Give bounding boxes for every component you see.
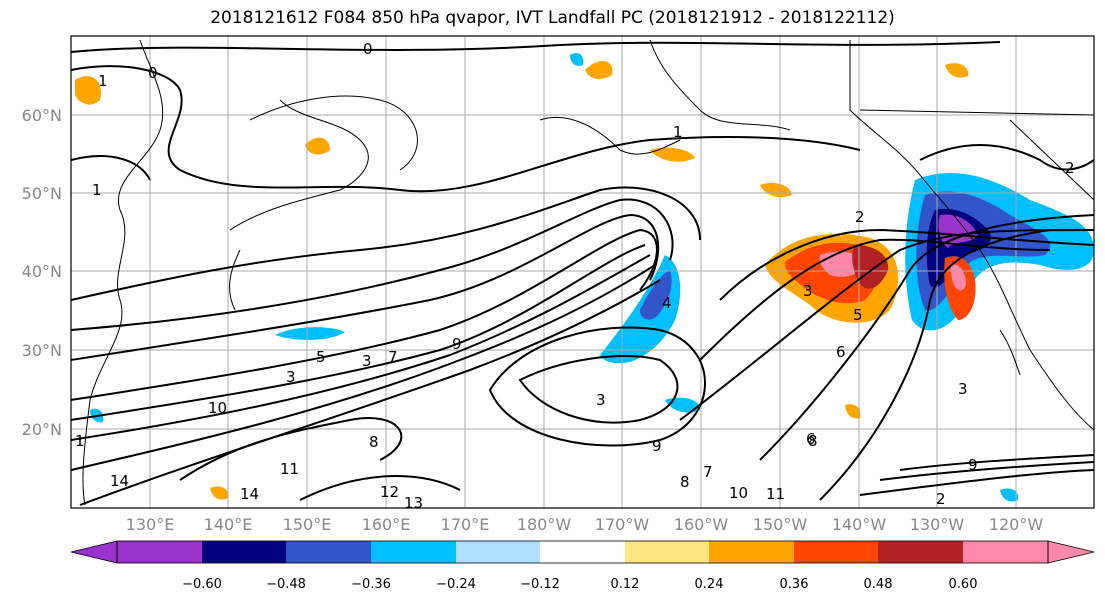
contour-label: 3 bbox=[596, 391, 606, 409]
contour-label: 10 bbox=[729, 484, 748, 502]
contour-labels: 0 0 1 1 1 2 2 3 3 3 3 5 5 6 7 8 8 8 9 9 … bbox=[75, 40, 1075, 512]
contour-label: 1 bbox=[98, 72, 108, 90]
colorbar-swatch bbox=[202, 541, 286, 563]
contour-label: 3 bbox=[286, 368, 296, 386]
lon-label: 150°E bbox=[283, 515, 332, 534]
map-frame bbox=[70, 35, 1095, 509]
colorbar-tick: −0.12 bbox=[520, 577, 560, 592]
lon-label: 130°E bbox=[126, 515, 175, 534]
colorbar-tick: 0.48 bbox=[864, 577, 893, 592]
colorbar-swatch bbox=[540, 541, 625, 563]
contour-label: 9 bbox=[452, 335, 462, 353]
colorbar-swatch bbox=[1047, 540, 1095, 564]
colorbar-ticks: −0.60 −0.48 −0.36 −0.24 −0.12 0.12 0.24 … bbox=[182, 577, 977, 592]
colorbar-swatch bbox=[456, 541, 540, 563]
contour-label: 5 bbox=[853, 306, 863, 324]
lat-label: 30°N bbox=[22, 341, 62, 360]
colorbar-tick: −0.24 bbox=[436, 577, 476, 592]
colorbar-swatch bbox=[709, 541, 794, 563]
lon-label: 180°W bbox=[517, 515, 572, 534]
colorbar-swatch bbox=[70, 540, 118, 564]
colorbar-swatch bbox=[794, 541, 878, 563]
colorbar-tick: −0.60 bbox=[182, 577, 222, 592]
contour-label: 9 bbox=[652, 437, 662, 455]
contour-label: 13 bbox=[404, 494, 423, 512]
colorbar-swatch bbox=[286, 541, 371, 563]
contour-label: 1 bbox=[673, 123, 683, 141]
lon-label: 140°E bbox=[204, 515, 253, 534]
contour-label: 3 bbox=[958, 380, 968, 398]
contour-label: 7 bbox=[703, 463, 713, 481]
contour-label: 1 bbox=[92, 181, 102, 199]
colorbar-tick: 0.12 bbox=[611, 577, 640, 592]
contour-label: 0 bbox=[363, 40, 373, 58]
colorbar-tick: 0.36 bbox=[780, 577, 809, 592]
colorbar-border bbox=[116, 540, 1049, 564]
contour-label: 3 bbox=[803, 282, 813, 300]
coastlines bbox=[82, 39, 1094, 506]
contour-label: 2 bbox=[855, 208, 865, 226]
contour-label: 14 bbox=[240, 485, 259, 503]
colorbar-swatch bbox=[371, 541, 456, 563]
colorbar-tick: 0.60 bbox=[949, 577, 978, 592]
latitude-labels: 60°N 50°N 40°N 30°N 20°N bbox=[22, 106, 62, 439]
lon-label: 150°W bbox=[753, 515, 808, 534]
colorbar-swatch bbox=[117, 541, 202, 563]
graticule bbox=[71, 36, 1094, 508]
ivt-contours bbox=[71, 41, 1094, 506]
colorbar-tick: 0.24 bbox=[695, 577, 724, 592]
lat-label: 60°N bbox=[22, 106, 62, 125]
contour-label: 8 bbox=[680, 473, 690, 491]
colorbar-tick: −0.36 bbox=[351, 577, 391, 592]
map-content: 0 0 1 1 1 2 2 3 3 3 3 5 5 6 7 8 8 8 9 9 … bbox=[71, 36, 1094, 512]
contour-label: 9 bbox=[968, 456, 978, 474]
lon-label: 170°E bbox=[441, 515, 490, 534]
lon-label: 170°W bbox=[595, 515, 650, 534]
anomaly-shading bbox=[75, 53, 1094, 502]
contour-label: 8 bbox=[808, 432, 818, 450]
lat-label: 20°N bbox=[22, 420, 62, 439]
contour-label: 6 bbox=[806, 430, 816, 448]
lon-label: 160°W bbox=[674, 515, 729, 534]
contour-label: 5 bbox=[316, 348, 326, 366]
lon-label: 160°E bbox=[362, 515, 411, 534]
colorbar-swatch bbox=[625, 541, 709, 563]
lat-label: 40°N bbox=[22, 262, 62, 281]
colorbar-swatch bbox=[878, 541, 963, 563]
contour-label: 4 bbox=[662, 294, 672, 312]
contour-label: 2 bbox=[936, 490, 946, 508]
contour-label: 12 bbox=[380, 483, 399, 501]
longitude-labels: 130°E 140°E 150°E 160°E 170°E 180°W 170°… bbox=[126, 515, 1044, 534]
contour-label: 2 bbox=[1065, 159, 1075, 177]
colorbar-swatch bbox=[963, 541, 1048, 563]
lon-label: 120°W bbox=[989, 515, 1044, 534]
contour-label: 8 bbox=[369, 433, 379, 451]
colorbar: −0.60 −0.48 −0.36 −0.24 −0.12 0.12 0.24 … bbox=[70, 540, 1095, 592]
contour-label: 11 bbox=[766, 485, 785, 503]
contour-label: 7 bbox=[388, 348, 398, 366]
contour-label: 10 bbox=[208, 399, 227, 417]
contour-label: 14 bbox=[110, 472, 129, 490]
lon-label: 130°W bbox=[910, 515, 965, 534]
map-title: 2018121612 F084 850 hPa qvapor, IVT Land… bbox=[210, 8, 895, 28]
contour-label: 1 bbox=[75, 432, 85, 450]
lon-label: 140°W bbox=[832, 515, 887, 534]
colorbar-swatches bbox=[70, 540, 1095, 564]
contour-label: 0 bbox=[148, 64, 158, 82]
contour-label: 6 bbox=[836, 343, 846, 361]
contour-label: 11 bbox=[280, 460, 299, 478]
lat-label: 50°N bbox=[22, 184, 62, 203]
contour-label: 3 bbox=[362, 352, 372, 370]
colorbar-tick: −0.48 bbox=[266, 577, 306, 592]
